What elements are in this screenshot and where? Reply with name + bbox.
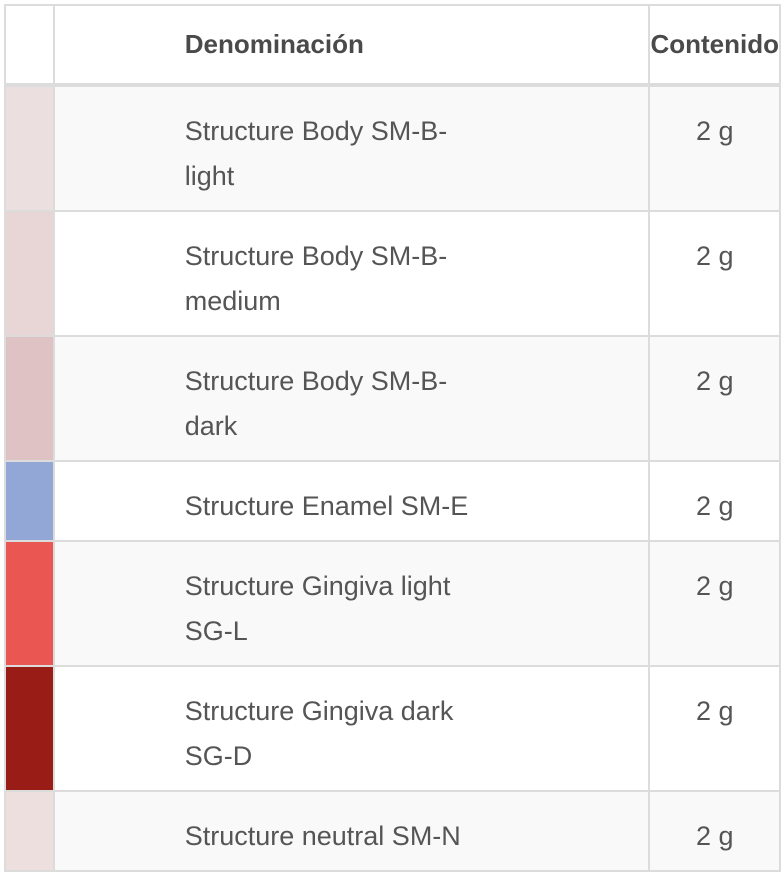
product-name-line: Structure Body SM-B-	[184, 116, 448, 146]
product-name-line: Structure Gingiva dark	[184, 696, 454, 726]
product-name: Structure Gingiva dark SG-D	[52, 665, 651, 792]
product-content: 2 g	[648, 665, 781, 792]
table-header: Denominación Contenido	[4, 4, 781, 87]
product-content: 2 g	[648, 460, 781, 542]
table-row: Structure Body SM-B-dark 2 g	[4, 335, 781, 462]
product-table: Denominación Contenido Structure Body SM…	[4, 4, 781, 872]
table-row: Structure Enamel SM-E 2 g	[4, 460, 781, 542]
color-swatch	[4, 210, 55, 337]
product-name-line: Structure neutral SM-N	[184, 821, 461, 851]
table-row: Structure neutral SM-N 2 g	[4, 790, 781, 872]
product-content: 2 g	[648, 84, 781, 212]
product-content: 2 g	[648, 210, 781, 337]
color-swatch	[4, 540, 55, 667]
color-swatch	[4, 460, 55, 542]
header-contenido: Contenido	[648, 4, 781, 87]
color-swatch	[4, 665, 55, 792]
product-name-line: Structure Body SM-B-	[184, 241, 448, 271]
product-name: Structure Enamel SM-E	[52, 460, 651, 542]
product-name: Structure neutral SM-N	[52, 790, 651, 872]
header-denominacion: Denominación	[52, 4, 651, 87]
product-name-line: light	[184, 161, 235, 191]
table-row: Structure Gingiva dark SG-D 2 g	[4, 665, 781, 792]
table-row: Structure Body SM-B-light 2 g	[4, 84, 781, 212]
table-row: Structure Body SM-B-medium 2 g	[4, 210, 781, 337]
product-name: Structure Body SM-B-medium	[52, 210, 651, 337]
color-swatch	[4, 84, 55, 212]
product-name-line: Structure Body SM-B-	[184, 366, 448, 396]
product-content: 2 g	[648, 335, 781, 462]
product-name-line: dark	[184, 411, 238, 441]
product-name-line: SG-D	[184, 741, 253, 771]
color-swatch	[4, 790, 55, 872]
color-swatch	[4, 335, 55, 462]
product-content: 2 g	[648, 540, 781, 667]
product-name: Structure Gingiva light SG-L	[52, 540, 651, 667]
product-name-line: Structure Enamel SM-E	[184, 491, 469, 521]
product-name-line: Structure Gingiva light	[184, 571, 451, 601]
product-name-line: SG-L	[184, 616, 248, 646]
product-name: Structure Body SM-B-light	[52, 84, 651, 212]
product-name: Structure Body SM-B-dark	[52, 335, 651, 462]
product-content: 2 g	[648, 790, 781, 872]
table-row: Structure Gingiva light SG-L 2 g	[4, 540, 781, 667]
header-swatch	[4, 4, 55, 87]
product-name-line: medium	[184, 286, 281, 316]
